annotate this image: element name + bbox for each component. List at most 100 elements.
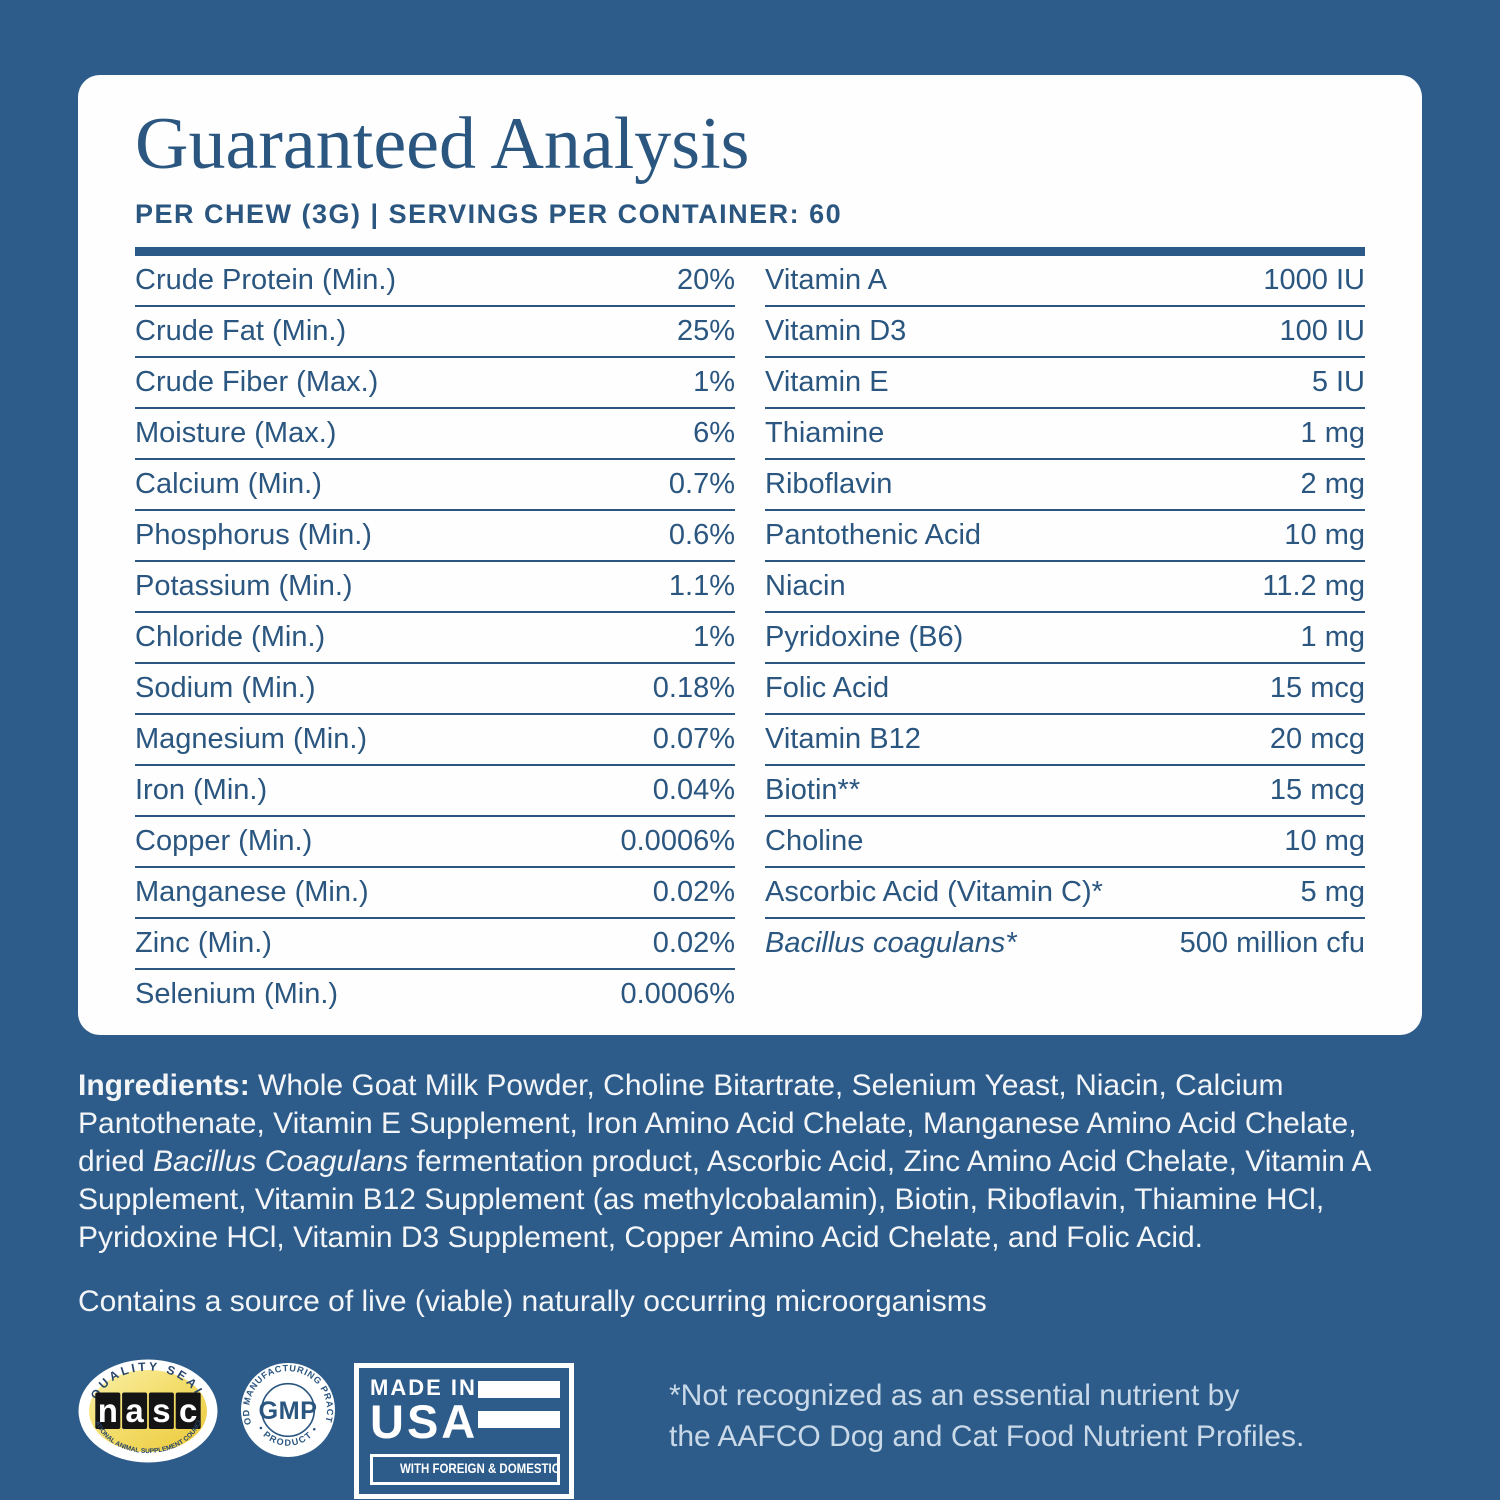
nutrient-name: Selenium (Min.): [135, 977, 339, 1010]
nutrient-value: 5 IU: [1311, 365, 1365, 398]
analysis-row: Biotin** 15 mcg: [765, 766, 1365, 817]
footnote-line-2: the AAFCO Dog and Cat Food Nutrient Prof…: [669, 1420, 1305, 1453]
footnote-line-1: *Not recognized as an essential nutrient…: [669, 1379, 1240, 1412]
ingredients-paragraph: Ingredients: Whole Goat Milk Powder, Cho…: [78, 1067, 1422, 1257]
nutrient-name: Iron (Min.): [135, 773, 268, 806]
nutrient-value: 1.1%: [668, 569, 735, 602]
made-in-text: MADE IN: [370, 1375, 477, 1400]
nutrient-value: 5 mg: [1300, 875, 1365, 908]
ingredients-label: Ingredients:: [78, 1069, 250, 1102]
nutrient-name: Pyridoxine (B6): [765, 620, 964, 653]
analysis-row: Zinc (Min.) 0.02%: [135, 919, 735, 970]
analysis-row: Thiamine 1 mg: [765, 409, 1365, 460]
analysis-table: Crude Protein (Min.) 20% Crude Fat (Min.) 2…: [135, 256, 1365, 1019]
analysis-row: Niacin 11.2 mg: [765, 562, 1365, 613]
analysis-row: Calcium (Min.) 0.7%: [135, 460, 735, 511]
nutrient-name: Choline: [765, 824, 864, 857]
analysis-row: Chloride (Min.) 1%: [135, 613, 735, 664]
analysis-row: Potassium (Min.) 1.1%: [135, 562, 735, 613]
nutrient-value: 100 IU: [1279, 314, 1365, 347]
analysis-row: Iron (Min.) 0.04%: [135, 766, 735, 817]
nutrient-name: Bacillus coagulans*: [765, 926, 1017, 959]
analysis-row: Vitamin D3 100 IU: [765, 307, 1365, 358]
nutrient-name: Zinc (Min.): [135, 926, 272, 959]
nutrient-name: Crude Fat (Min.): [135, 314, 347, 347]
nutrient-name: Crude Fiber (Max.): [135, 365, 379, 398]
nutrient-name: Vitamin D3: [765, 314, 907, 347]
nutrient-value: 6%: [693, 416, 735, 449]
ingredients-italic-species: Bacillus Coagulans: [153, 1145, 409, 1178]
usa-components-text: WITH FOREIGN & DOMESTIC COMPONENTS: [399, 1459, 560, 1476]
usa-components-strip: WITH FOREIGN & DOMESTIC COMPONENTS: [370, 1453, 560, 1485]
nutrient-value: 2 mg: [1300, 467, 1365, 500]
analysis-row: Pyridoxine (B6) 1 mg: [765, 613, 1365, 664]
analysis-row: Manganese (Min.) 0.02%: [135, 868, 735, 919]
nutrient-name: Vitamin E: [765, 365, 889, 398]
guaranteed-analysis-card: Guaranteed Analysis PER CHEW (3G) | SERV…: [78, 75, 1422, 1035]
analysis-row: Choline 10 mg: [765, 817, 1365, 868]
aafco-footnote: *Not recognized as an essential nutrient…: [669, 1375, 1304, 1457]
nutrient-name: Manganese (Min.): [135, 875, 369, 908]
nutrient-name: Pantothenic Acid: [765, 518, 982, 551]
nutrient-name: Calcium (Min.): [135, 467, 322, 500]
nutrient-value: 0.04%: [652, 773, 735, 806]
nutrient-name: Ascorbic Acid (Vitamin C)*: [765, 875, 1103, 908]
header-divider: [135, 246, 1365, 256]
flag-stripe: [478, 1381, 560, 1398]
nutrient-value: 10 mg: [1284, 518, 1365, 551]
nutrient-value: 1 mg: [1300, 416, 1365, 449]
svg-text:c: c: [179, 1392, 197, 1429]
flag-stripe: [478, 1411, 560, 1428]
analysis-row: Vitamin A 1000 IU: [765, 256, 1365, 307]
nutrient-value: 15 mcg: [1269, 773, 1365, 806]
analysis-row: Phosphorus (Min.) 0.6%: [135, 511, 735, 562]
nutrient-value: 1 mg: [1300, 620, 1365, 653]
gmp-center-text: GMP: [258, 1397, 317, 1425]
nutrient-value: 20 mcg: [1269, 722, 1365, 755]
serving-info: PER CHEW (3G) | SERVINGS PER CONTAINER: …: [135, 198, 843, 229]
nutrient-name: Magnesium (Min.): [135, 722, 368, 755]
analysis-row: Folic Acid 15 mcg: [765, 664, 1365, 715]
analysis-row: Vitamin E 5 IU: [765, 358, 1365, 409]
analysis-row: Copper (Min.) 0.0006%: [135, 817, 735, 868]
nutrient-value: 0.0006%: [620, 824, 736, 857]
nutrient-name: Phosphorus (Min.): [135, 518, 372, 551]
nutrient-name: Potassium (Min.): [135, 569, 353, 602]
ingredients-text-1: Whole Goat Milk Powder, Choline Bitartra…: [78, 1069, 1357, 1178]
nutrient-value: 0.07%: [652, 722, 735, 755]
flag-stripes-icon: [478, 1381, 560, 1445]
analysis-row: Pantothenic Acid 10 mg: [765, 511, 1365, 562]
analysis-row: Selenium (Min.) 0.0006%: [135, 970, 735, 1019]
analysis-row: Vitamin B12 20 mcg: [765, 715, 1365, 766]
analysis-row: Magnesium (Min.) 0.07%: [135, 715, 735, 766]
page-title: Guaranteed Analysis: [135, 103, 750, 185]
analysis-row: Crude Fiber (Max.) 1%: [135, 358, 735, 409]
analysis-row: Ascorbic Acid (Vitamin C)* 5 mg: [765, 868, 1365, 919]
svg-text:s: s: [152, 1392, 170, 1429]
nutrient-value: 500 million cfu: [1179, 926, 1365, 959]
analysis-row: Crude Fat (Min.) 25%: [135, 307, 735, 358]
nutrient-name: Vitamin A: [765, 263, 887, 296]
nutrient-name: Thiamine: [765, 416, 885, 449]
nutrient-value: 20%: [676, 263, 735, 296]
nutrient-value: 1%: [693, 365, 735, 398]
nutrient-name: Riboflavin: [765, 467, 893, 500]
analysis-row: Bacillus coagulans* 500 million cfu: [765, 919, 1365, 968]
nutrient-name: Crude Protein (Min.): [135, 263, 397, 296]
nutrient-value: 0.02%: [652, 926, 735, 959]
nutrient-value: 0.7%: [668, 467, 735, 500]
nutrient-value: 0.02%: [652, 875, 735, 908]
nutrient-name: Chloride (Min.): [135, 620, 326, 653]
svg-text:a: a: [125, 1392, 144, 1429]
analysis-row: Sodium (Min.) 0.18%: [135, 664, 735, 715]
nutrient-value: 0.18%: [652, 671, 735, 704]
gmp-seal-icon: GOOD MANUFACTURING PRACTICE • PRODUCT • …: [241, 1363, 335, 1457]
nutrient-value: 10 mg: [1284, 824, 1365, 857]
analysis-left-column: Crude Protein (Min.) 20% Crude Fat (Min.) 2…: [135, 256, 735, 1019]
made-in-usa-badge-icon: MADE IN USA WITH FOREIGN & DOMESTIC COMP…: [354, 1363, 574, 1499]
analysis-row: Moisture (Max.) 6%: [135, 409, 735, 460]
usa-badge-top: MADE IN USA: [370, 1375, 560, 1445]
